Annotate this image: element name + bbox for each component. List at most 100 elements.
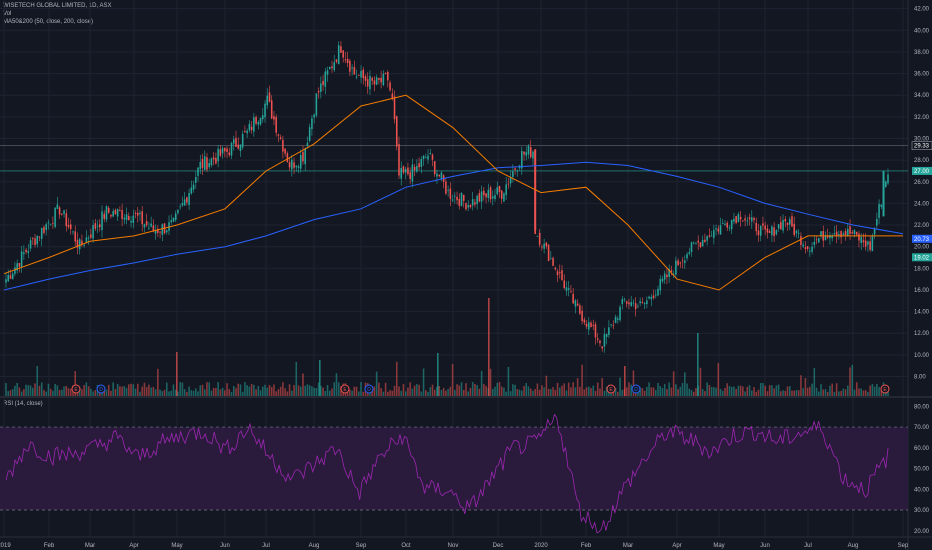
candle — [69, 224, 72, 230]
volume-bar — [657, 382, 659, 396]
volume-bar — [201, 384, 204, 396]
volume-bar — [605, 386, 608, 396]
volume-bar — [849, 367, 851, 396]
volume-bar — [282, 382, 284, 396]
candle — [67, 224, 70, 227]
volume-bar — [112, 382, 114, 396]
time-tick-label: Sep — [898, 543, 909, 549]
candle — [762, 223, 764, 226]
price-tick-label: 28.00 — [914, 158, 930, 164]
volume-bar — [804, 378, 807, 396]
candle — [16, 263, 18, 271]
event-marker-label: E — [883, 387, 887, 393]
volume-bar — [467, 391, 469, 396]
volume-bar — [56, 385, 59, 396]
volume-bar — [317, 382, 320, 396]
candle — [78, 239, 81, 250]
volume-bar — [105, 389, 108, 396]
candle — [621, 299, 624, 305]
volume-bar — [579, 386, 581, 396]
candle — [480, 191, 483, 202]
volume-bar — [737, 385, 740, 396]
candle — [800, 236, 802, 245]
volume-bar — [215, 387, 217, 396]
volume-bar — [744, 391, 746, 396]
volume-bar — [518, 389, 521, 396]
volume-bar — [469, 388, 472, 396]
volume-legend: Vol — [3, 11, 12, 17]
volume-bar — [663, 384, 666, 396]
candle — [867, 241, 869, 245]
volume-bar — [873, 386, 876, 396]
candle — [63, 210, 65, 215]
time-tick-label: 2019 — [0, 543, 11, 549]
candle — [38, 236, 41, 238]
candle — [349, 60, 351, 72]
candle — [601, 346, 603, 349]
volume-bar — [545, 375, 548, 396]
volume-bar — [143, 382, 146, 396]
candle — [454, 195, 456, 197]
candle — [94, 223, 97, 229]
volume-bar — [165, 382, 168, 396]
volume-bar — [217, 382, 219, 396]
candle — [824, 235, 827, 241]
volume-bar — [445, 390, 447, 396]
candle — [360, 71, 362, 78]
candle — [505, 184, 507, 195]
volume-bar — [704, 391, 706, 396]
volume-bar — [476, 385, 478, 396]
volume-bar — [498, 382, 501, 396]
volume-bar — [844, 389, 847, 396]
volume-bar — [61, 389, 63, 396]
candle — [369, 75, 371, 90]
candle — [572, 293, 574, 304]
candle — [134, 213, 137, 214]
candle — [617, 318, 619, 320]
candle — [143, 224, 146, 228]
volume-bar — [373, 386, 376, 396]
volume-bar — [721, 390, 724, 396]
candle — [306, 142, 309, 146]
volume-bar — [590, 388, 592, 396]
volume-bar — [226, 383, 228, 396]
volume-bar — [69, 388, 72, 396]
candle — [782, 219, 784, 231]
candle — [90, 234, 92, 238]
volume-bar — [302, 373, 304, 396]
candle — [275, 116, 277, 133]
candle — [34, 238, 36, 245]
volume-bar — [313, 387, 315, 396]
candle — [699, 242, 702, 248]
candle — [23, 252, 25, 255]
price-tick-label: 34.00 — [914, 93, 930, 99]
volume-bar — [679, 386, 682, 396]
candle — [119, 210, 121, 211]
candle — [324, 71, 327, 87]
candle — [793, 223, 795, 236]
volume-bar — [699, 367, 702, 396]
candle — [628, 302, 630, 305]
candle — [880, 204, 883, 207]
candle — [541, 246, 543, 248]
volume-bar — [183, 389, 186, 396]
volume-bar — [581, 364, 583, 396]
volume-bar — [853, 389, 856, 396]
price-tick-label: 38.00 — [914, 50, 930, 56]
candle — [136, 212, 139, 216]
candle — [320, 83, 322, 92]
volume-bar — [780, 391, 782, 396]
candle — [565, 287, 568, 291]
volume-bar — [190, 390, 193, 396]
candle — [478, 193, 481, 202]
candle — [29, 240, 32, 249]
candle — [596, 338, 599, 340]
volume-bar — [706, 382, 708, 396]
candle — [210, 158, 213, 166]
candle — [583, 319, 586, 323]
volume-bar — [802, 388, 804, 396]
candle — [132, 215, 135, 223]
volume-bar — [742, 386, 744, 396]
volume-bar — [9, 390, 12, 396]
